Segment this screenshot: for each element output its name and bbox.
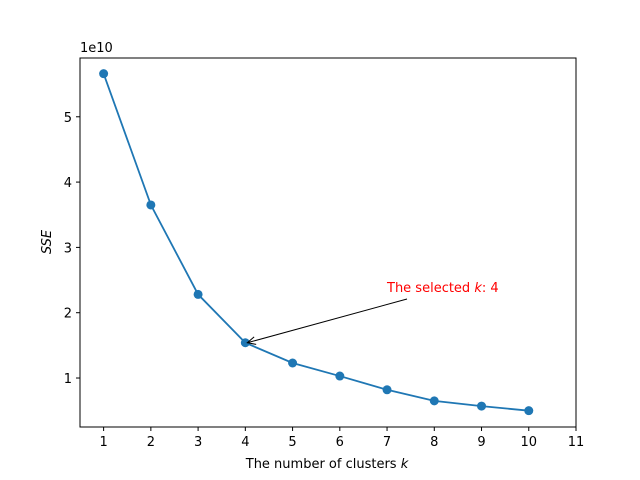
series-line xyxy=(102,73,529,412)
y-tick-label: 1 xyxy=(64,372,72,387)
x-axis-ticks: 1 2 3 4 5 6 7 8 9 10 11 xyxy=(99,427,584,450)
data-point xyxy=(524,406,534,416)
data-point xyxy=(288,358,298,368)
x-tick-label: 10 xyxy=(520,435,537,450)
x-tick-label: 8 xyxy=(430,435,438,450)
data-point xyxy=(429,396,439,406)
data-point xyxy=(193,289,203,299)
data-point xyxy=(335,371,345,381)
data-point xyxy=(99,69,109,79)
x-tick-label: 9 xyxy=(477,435,485,450)
y-tick-label: 2 xyxy=(64,307,72,322)
data-point xyxy=(477,401,487,411)
annotation-arrow-line xyxy=(247,298,408,344)
sse-series xyxy=(99,69,534,416)
annotation-text: The selected k: 4 xyxy=(386,281,499,296)
y-tick-label: 3 xyxy=(64,241,72,256)
x-tick-label: 7 xyxy=(383,435,391,450)
data-point xyxy=(240,338,250,348)
x-tick-label: 1 xyxy=(99,435,107,450)
y-axis-label: SSE xyxy=(40,229,55,254)
data-point xyxy=(382,385,392,395)
selected-k-annotation: The selected k: 4 xyxy=(246,281,499,345)
annotation-arrow-head xyxy=(246,336,257,345)
y-tick-label: 4 xyxy=(64,176,72,191)
y-multiplier-label: 1e10 xyxy=(80,41,113,56)
x-axis-label: The number of clusters k xyxy=(245,457,409,472)
x-tick-label: 5 xyxy=(288,435,296,450)
data-point xyxy=(146,200,156,210)
x-tick-label: 4 xyxy=(241,435,249,450)
x-tick-label: 6 xyxy=(336,435,344,450)
x-tick-label: 2 xyxy=(147,435,155,450)
x-tick-label: 3 xyxy=(194,435,202,450)
x-tick-label: 11 xyxy=(568,435,585,450)
y-axis-ticks: 1 2 3 4 5 xyxy=(64,111,80,387)
plot-area xyxy=(79,57,577,428)
y-tick-label: 5 xyxy=(64,111,72,126)
